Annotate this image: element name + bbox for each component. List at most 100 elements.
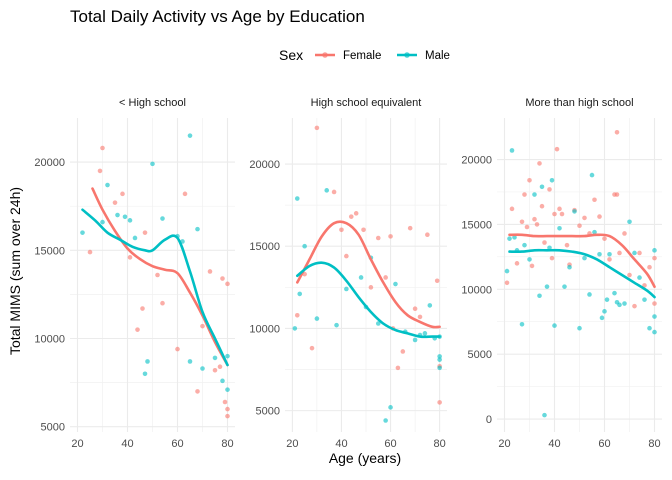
data-point-male bbox=[294, 196, 300, 201]
y-axis-title: Total MIMS (sum over 24h) bbox=[7, 187, 23, 355]
x-tick-label: 40 bbox=[548, 438, 560, 450]
data-point-male bbox=[132, 235, 138, 241]
data-point-male bbox=[547, 245, 552, 251]
y-tick-label: 20000 bbox=[461, 155, 492, 167]
grid bbox=[497, 118, 662, 432]
data-point-female bbox=[200, 323, 205, 329]
data-point-male bbox=[597, 251, 602, 257]
data-point-female bbox=[344, 253, 349, 259]
data-point-female bbox=[519, 219, 525, 225]
data-point-female bbox=[617, 250, 622, 256]
data-point-male bbox=[557, 225, 562, 231]
data-point-female bbox=[552, 211, 557, 217]
data-point-male bbox=[142, 371, 148, 377]
smooth-line-female bbox=[296, 220, 441, 329]
data-point-female bbox=[632, 303, 637, 309]
data-point-female bbox=[400, 349, 406, 354]
data-point-male bbox=[212, 355, 218, 361]
data-point-female bbox=[375, 235, 381, 241]
data-point-female bbox=[383, 275, 388, 280]
legend: Sex Female Male bbox=[279, 47, 450, 63]
data-point-male bbox=[542, 412, 547, 418]
y-tick-label: 10000 bbox=[461, 284, 492, 296]
series-male bbox=[292, 188, 442, 423]
data-point-male bbox=[412, 337, 418, 343]
grid bbox=[70, 118, 235, 432]
data-point-female bbox=[627, 272, 632, 278]
data-point-female bbox=[217, 364, 223, 370]
data-point-female bbox=[331, 189, 337, 195]
data-point-female bbox=[175, 346, 180, 352]
data-point-male bbox=[150, 161, 155, 167]
y-tick-label: 5000 bbox=[41, 422, 65, 434]
data-point-female bbox=[87, 249, 93, 255]
data-point-female bbox=[220, 276, 225, 281]
data-point-male bbox=[622, 301, 627, 306]
data-point-female bbox=[564, 242, 570, 248]
data-point-female bbox=[602, 236, 607, 241]
data-point-female bbox=[140, 306, 145, 311]
grid bbox=[285, 118, 447, 432]
facet-panels: < High school 20 40 60 80 5000 10000 15000 20000… bbox=[34, 97, 662, 450]
data-point-male bbox=[437, 354, 442, 359]
data-point-male bbox=[642, 297, 647, 302]
data-point-male bbox=[509, 148, 515, 153]
series-male bbox=[80, 133, 230, 392]
data-point-female bbox=[534, 222, 540, 227]
data-point-female bbox=[622, 231, 627, 236]
data-point-male bbox=[80, 230, 85, 235]
data-point-female bbox=[100, 145, 105, 151]
y-tick-label: 15000 bbox=[34, 245, 65, 257]
data-point-female bbox=[160, 300, 165, 306]
data-point-female bbox=[647, 264, 652, 270]
chart-title: Total Daily Activity vs Age by Education bbox=[70, 7, 365, 26]
legend-entry-female: Female bbox=[315, 50, 381, 62]
x-tick-label: 20 bbox=[498, 438, 510, 450]
data-point-male bbox=[572, 209, 577, 214]
data-point-female bbox=[412, 306, 418, 312]
data-point-male bbox=[652, 248, 657, 253]
data-point-female bbox=[652, 255, 657, 261]
data-point-male bbox=[587, 292, 592, 297]
legend-label-female: Female bbox=[343, 50, 381, 62]
data-point-female bbox=[222, 399, 228, 405]
data-point-female bbox=[524, 224, 530, 230]
data-point-female bbox=[607, 257, 612, 262]
legend-title: Sex bbox=[279, 47, 303, 63]
data-point-female bbox=[339, 227, 344, 233]
data-point-male bbox=[652, 314, 657, 319]
data-point-male bbox=[552, 323, 557, 328]
data-point-female bbox=[368, 285, 374, 290]
data-point-male bbox=[225, 353, 230, 359]
data-point-male bbox=[225, 387, 230, 392]
data-point-male bbox=[522, 242, 527, 248]
data-point-male bbox=[195, 226, 200, 232]
data-point-male bbox=[582, 255, 587, 261]
data-point-male bbox=[537, 293, 542, 299]
data-point-male bbox=[592, 229, 597, 235]
data-point-female bbox=[514, 261, 520, 266]
data-point-female bbox=[539, 203, 545, 209]
data-point-female bbox=[388, 234, 393, 239]
data-point-female bbox=[425, 232, 430, 238]
data-point-male bbox=[100, 219, 105, 225]
x-tick-label: 80 bbox=[648, 438, 660, 450]
x-tick-label: 60 bbox=[384, 438, 396, 450]
data-point-male bbox=[437, 357, 442, 362]
data-point-male bbox=[422, 331, 428, 336]
data-point-female bbox=[437, 400, 442, 405]
data-point-female bbox=[309, 345, 315, 351]
y-tick-label: 5000 bbox=[468, 349, 492, 361]
x-tick-label: 20 bbox=[286, 438, 298, 450]
legend-dot-female bbox=[322, 52, 328, 58]
y-tick-label: 20000 bbox=[34, 157, 65, 169]
data-point-male bbox=[105, 182, 110, 188]
legend-entry-male: Male bbox=[397, 50, 450, 62]
data-point-male bbox=[437, 365, 442, 371]
y-tick-label: 0 bbox=[486, 414, 492, 426]
data-point-male bbox=[504, 268, 510, 274]
y-tick-label: 20000 bbox=[249, 159, 280, 171]
x-tick-label: 40 bbox=[335, 438, 347, 450]
y-tick-label: 15000 bbox=[461, 219, 492, 231]
legend-label-male: Male bbox=[425, 50, 450, 62]
